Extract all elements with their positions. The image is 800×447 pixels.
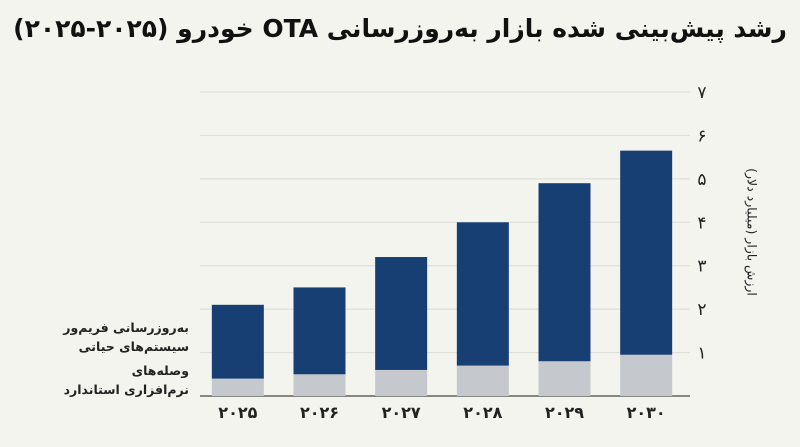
y-tick-label: ۴ <box>697 213 706 233</box>
x-tick-label: ۲۰۲۵ <box>218 403 257 422</box>
bar-segment-critical-firmware <box>375 257 428 370</box>
bar-segment-critical-firmware <box>293 287 346 375</box>
y-tick-label: ۲ <box>697 300 706 320</box>
bar-segment-standard-patches <box>293 374 346 396</box>
legend-label-line: سیستم‌های حیاتی <box>78 339 189 354</box>
bar-segment-critical-firmware <box>620 150 673 355</box>
bar-segment-standard-patches <box>620 354 673 396</box>
y-tick-label: ۱ <box>697 344 706 364</box>
bar-segment-critical-firmware <box>211 304 264 379</box>
legend-entry-critical-firmware: به‌روزرسانی فریم‌ور سیستم‌های حیاتی <box>14 318 189 356</box>
y-tick-label: ۷ <box>697 83 706 103</box>
bar-segment-standard-patches <box>375 369 428 396</box>
y-tick-label: ۳ <box>697 257 706 277</box>
bar-segment-standard-patches <box>211 378 264 396</box>
y-tick-label: ۵ <box>697 170 706 190</box>
bar-segment-critical-firmware <box>456 222 509 366</box>
x-tick-label: ۲۰۲۷ <box>382 403 421 422</box>
x-tick-label: ۲۰۲۹ <box>545 403 584 422</box>
x-tick-label: ۲۰۳۰ <box>627 403 666 422</box>
legend-entry-standard-patches: وصله‌های نرم‌افزاری استاندارد <box>14 361 189 399</box>
y-axis-label: ارزش بازار (میلیارد دلار) <box>744 168 760 296</box>
y-tick-label: ۶ <box>697 126 706 146</box>
legend-label-line: نرم‌افزاری استاندارد <box>63 382 189 397</box>
bar-segment-standard-patches <box>538 361 591 396</box>
x-tick-label: ۲۰۲۶ <box>300 403 339 422</box>
bar-segment-standard-patches <box>456 365 509 396</box>
bar-segment-critical-firmware <box>538 183 591 362</box>
chart-title: رشد پیش‌بینی شده بازار به‌روزرسانی OTA خ… <box>13 14 787 43</box>
x-tick-label: ۲۰۲۸ <box>463 403 502 422</box>
legend-label-line: به‌روزرسانی فریم‌ور <box>63 320 189 335</box>
legend-label-line: وصله‌های <box>131 363 189 378</box>
